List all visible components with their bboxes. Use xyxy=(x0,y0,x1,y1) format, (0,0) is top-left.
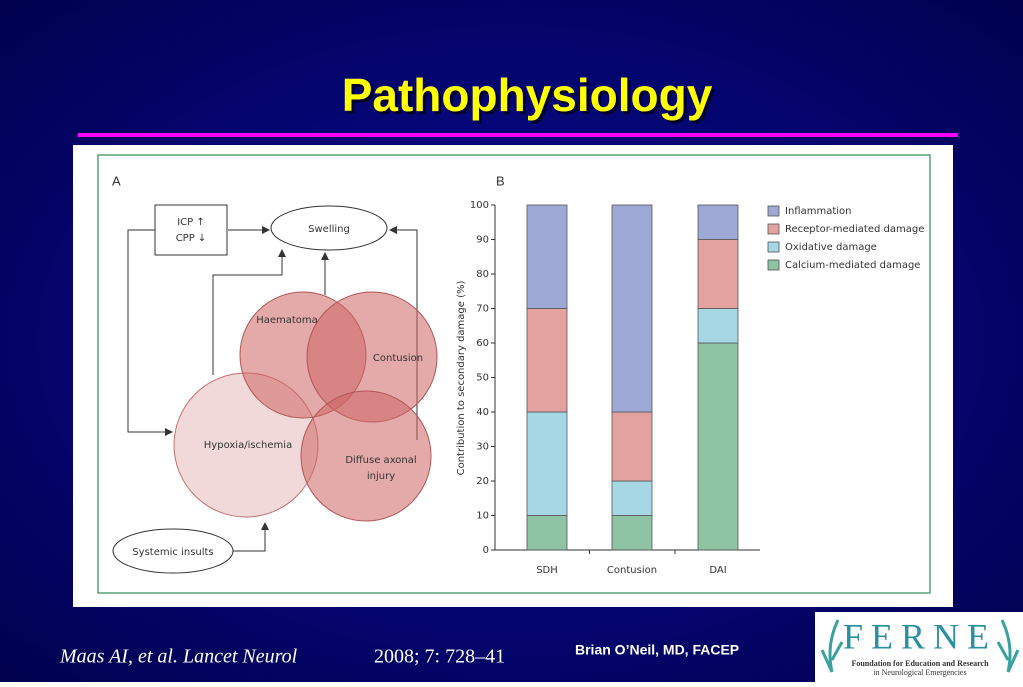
x-tick-label: DAI xyxy=(709,565,726,576)
bar-segment xyxy=(611,204,653,413)
node-label: Diffuse axonal xyxy=(345,455,416,466)
logo-line: Foundation for Education and Research xyxy=(851,659,989,668)
bar-segment xyxy=(526,411,568,516)
legend-swatch xyxy=(767,241,780,253)
bar-segment xyxy=(611,480,653,516)
node-label: Systemic insults xyxy=(132,547,213,558)
citation-details: 2008; 7: 728–41 xyxy=(374,646,505,668)
legend-label: Inflammation xyxy=(785,206,851,217)
y-tick-label: 60 xyxy=(476,338,489,349)
icp-box xyxy=(154,204,228,256)
y-tick-label: 70 xyxy=(476,304,489,315)
bar-segment xyxy=(611,411,653,482)
citation-authors: Maas AI, et al. Lancet Neurol xyxy=(59,646,298,668)
legend-swatch xyxy=(767,259,780,271)
y-tick-label: 30 xyxy=(476,442,489,453)
logo-line: in Neurological Emergencies xyxy=(873,668,966,677)
bar-segment xyxy=(611,515,653,551)
bar-segment xyxy=(697,204,739,240)
node-label: Hypoxia/ischemia xyxy=(204,440,292,451)
bar-segment xyxy=(526,515,568,551)
node-label: Haematoma xyxy=(256,315,318,326)
bar-segment xyxy=(526,308,568,413)
dai-circle xyxy=(300,390,432,522)
swelling-node xyxy=(270,205,388,251)
node-label: Contusion xyxy=(373,353,423,364)
node-label: Swelling xyxy=(308,224,350,235)
bar-segment xyxy=(697,342,739,551)
x-tick-label: Contusion xyxy=(607,565,657,576)
logo-name: FERNE xyxy=(843,616,997,656)
chart-title: B xyxy=(496,173,505,188)
y-tick-label: 40 xyxy=(476,407,489,418)
bar-segment xyxy=(526,204,568,309)
panel-label: A xyxy=(112,173,121,188)
y-tick-label: 50 xyxy=(476,373,489,384)
figure-frame xyxy=(97,154,931,594)
title-shadow: Pathophysiology xyxy=(345,72,716,124)
y-tick-label: 0 xyxy=(483,545,489,556)
legend-label: Oxidative damage xyxy=(785,242,877,253)
presenter: Brian O’Neil, MD, FACEP xyxy=(575,642,739,658)
legend-swatch xyxy=(767,223,780,235)
y-axis-label: Contribution to secondary damage (%) xyxy=(456,281,467,476)
legend-label: Receptor-mediated damage xyxy=(785,224,924,235)
y-tick-label: 100 xyxy=(470,200,489,211)
slide-title: Pathophysiology xyxy=(342,69,713,121)
systemic-node xyxy=(112,528,234,574)
legend-label: Calcium-mediated damage xyxy=(785,260,920,271)
legend-swatch xyxy=(767,205,780,217)
node-label: injury xyxy=(367,471,395,482)
node-label: ICP ↑ xyxy=(177,217,205,228)
x-tick-label: SDH xyxy=(536,565,558,576)
y-tick-label: 80 xyxy=(476,269,489,280)
bar-segment xyxy=(697,308,739,344)
chart: 0 10 20 30 40 50 60 70 80 90 100 SDH Contusion DAI Inf… xyxy=(470,200,924,576)
y-tick-label: 90 xyxy=(476,235,489,246)
logo-fern xyxy=(996,619,1020,673)
logo-fern xyxy=(820,619,844,673)
y-tick-label: 10 xyxy=(476,511,489,522)
y-tick-label: 20 xyxy=(476,476,489,487)
bar-segment xyxy=(697,239,739,309)
node-label: CPP ↓ xyxy=(176,233,207,244)
logo-box xyxy=(815,612,1023,682)
